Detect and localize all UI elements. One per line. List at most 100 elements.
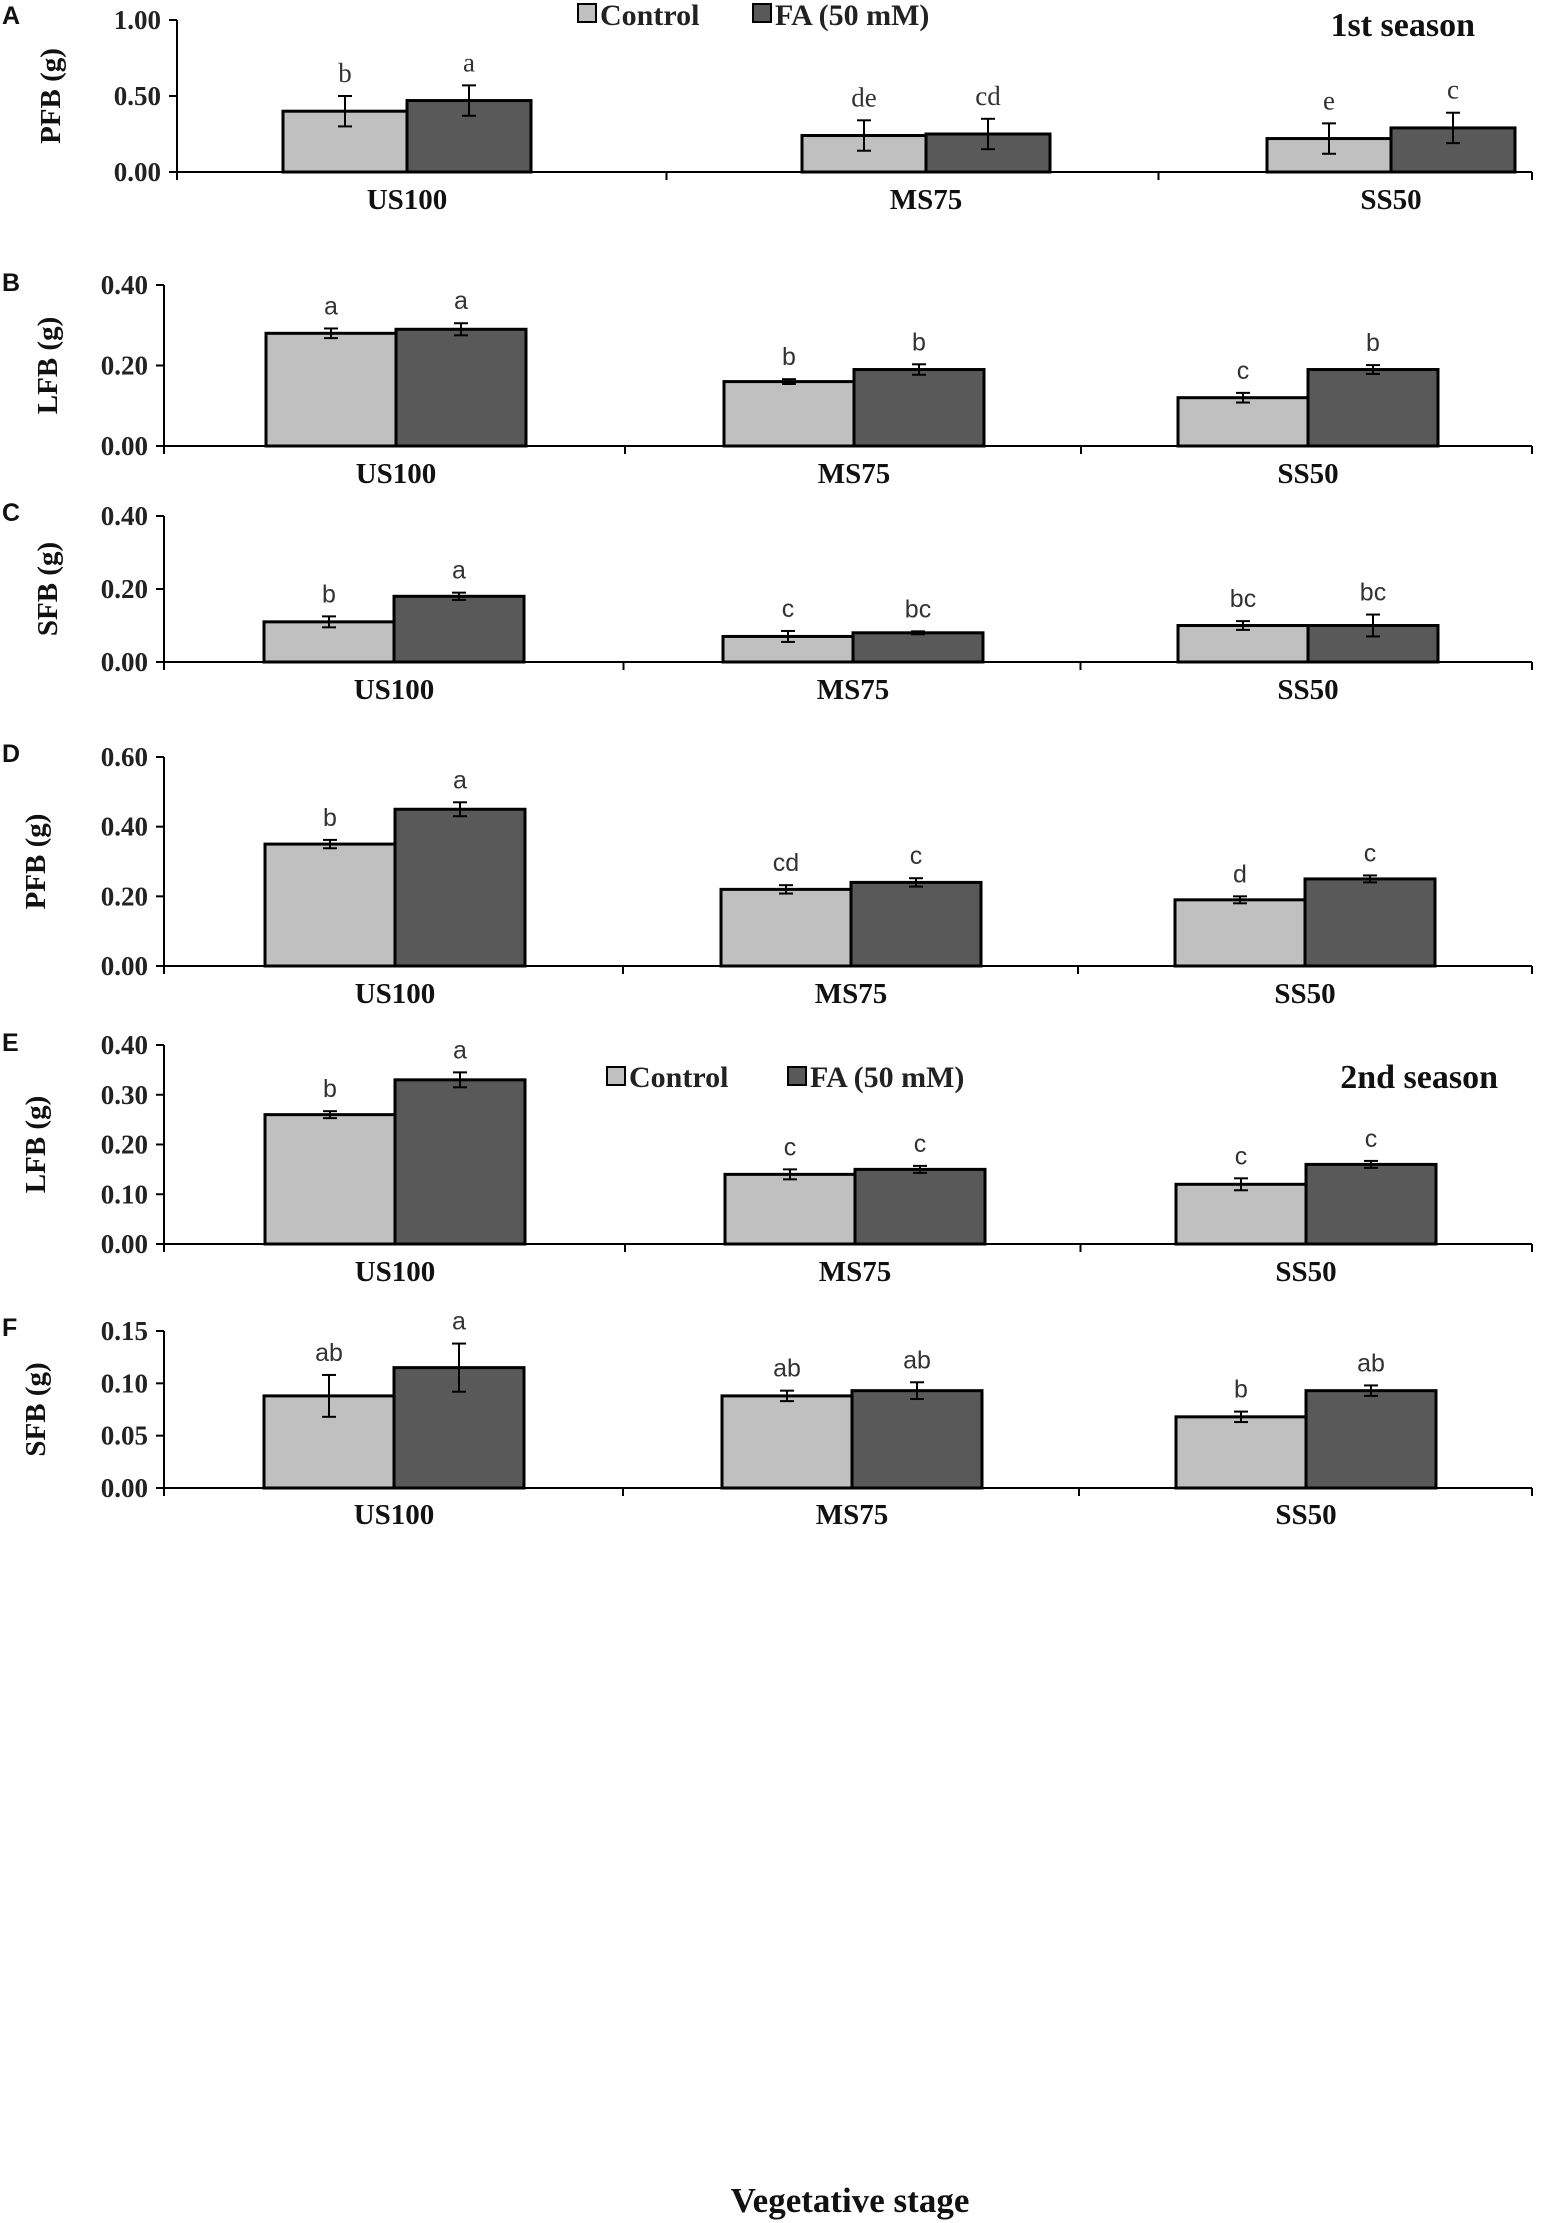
panel-label: F: [2, 1314, 17, 1342]
significance-letter: a: [452, 1308, 466, 1336]
y-tick-label: 1.00: [114, 5, 161, 35]
significance-letter: b: [338, 58, 352, 88]
bar-fa-SS50: [1304, 1389, 1438, 1490]
significance-letter: cd: [773, 849, 799, 877]
y-axis-label: SFB (g): [32, 542, 64, 636]
y-tick-label: 0.40: [101, 270, 148, 300]
bar-control-MS75: [719, 887, 853, 968]
y-tick-label: 0.15: [101, 1316, 148, 1346]
significance-letter: d: [1233, 860, 1247, 888]
legend-control-swatch: [577, 3, 597, 23]
category-label: SS50: [1275, 1499, 1336, 1531]
season-title: 1st season: [1330, 7, 1475, 44]
category-label: MS75: [890, 184, 963, 216]
y-tick-label: 0.00: [101, 647, 148, 677]
significance-letter: cd: [975, 81, 1001, 111]
bar-control-US100: [264, 331, 398, 448]
category-label: US100: [354, 1499, 435, 1531]
bar-control-MS75: [720, 1394, 854, 1490]
bar-fa-SS50: [1303, 877, 1437, 968]
bar-control-SS50: [1174, 1182, 1308, 1246]
significance-letter: c: [1447, 75, 1459, 105]
significance-letter: a: [452, 557, 466, 585]
bar-control-MS75: [723, 1172, 857, 1246]
significance-letter: b: [912, 328, 926, 356]
bar-fa-US100: [392, 594, 526, 664]
legend-fa-swatch: [787, 1066, 807, 1086]
bar-control-SS50: [1173, 898, 1307, 968]
legend-top: Control FA (50 mM): [577, 0, 929, 32]
significance-letter: c: [784, 1133, 797, 1161]
bar-control-SS50: [1176, 624, 1310, 664]
y-tick-label: 0.20: [101, 574, 148, 604]
y-tick-label: 0.20: [101, 1130, 148, 1160]
category-label: US100: [367, 184, 448, 216]
y-axis-label: PFB (g): [35, 48, 67, 144]
category-label: SS50: [1277, 458, 1338, 490]
y-tick-label: 0.40: [101, 501, 148, 531]
panel-E: E LFB (g) 0.00 0.10 0.20 0.30 0.40 b a US100 c c MS7…: [2, 1029, 1533, 1288]
bar-fa-MS75: [851, 631, 985, 664]
significance-letter: c: [914, 1130, 927, 1158]
y-tick-label: 0.20: [101, 351, 148, 381]
panel-label: C: [2, 499, 20, 527]
category-label: MS75: [819, 1256, 892, 1288]
legend-control-swatch: [606, 1066, 626, 1086]
y-axis-label: LFB (g): [32, 317, 64, 414]
bar-control-US100: [263, 1113, 397, 1246]
category-label: US100: [355, 978, 436, 1010]
y-tick-label: 0.00: [114, 157, 161, 187]
bar-fa-SS50: [1306, 368, 1440, 448]
category-label: SS50: [1274, 978, 1335, 1010]
y-tick-label: 0.20: [101, 881, 148, 911]
category-label: US100: [355, 1256, 436, 1288]
significance-letter: e: [1323, 85, 1335, 115]
y-tick-label: 0.60: [101, 742, 148, 772]
bar-fa-MS75: [853, 1167, 987, 1246]
category-label: SS50: [1275, 1256, 1336, 1288]
significance-letter: bc: [1360, 579, 1386, 607]
significance-letter: ab: [315, 1339, 343, 1367]
category-label: MS75: [815, 978, 888, 1010]
significance-letter: c: [1235, 1142, 1248, 1170]
y-tick-label: 0.10: [101, 1368, 148, 1398]
legend-fa-label: FA (50 mM): [810, 1061, 964, 1094]
bar-fa-SS50: [1304, 1162, 1438, 1246]
significance-letter: a: [463, 47, 475, 77]
y-tick-label: 0.00: [101, 951, 148, 981]
y-axis-label: PFB (g): [20, 814, 52, 910]
category-label: US100: [354, 674, 435, 706]
y-axis-label: LFB (g): [20, 1096, 52, 1193]
category-label: SS50: [1277, 674, 1338, 706]
y-tick-label: 0.50: [114, 81, 161, 111]
significance-letter: c: [1237, 357, 1250, 385]
significance-letter: a: [453, 1036, 467, 1064]
season-title: 2nd season: [1340, 1059, 1498, 1096]
y-tick-label: 0.30: [101, 1080, 148, 1110]
category-label: MS75: [817, 674, 890, 706]
panel-C: C SFB (g) 0.00 0.20 0.40 b a US100 c bc MS75 bc bc SS…: [2, 499, 1533, 706]
bar-control-US100: [263, 842, 397, 968]
bar-control-MS75: [722, 380, 856, 448]
y-tick-label: 0.00: [101, 431, 148, 461]
y-axis-label: SFB (g): [20, 1362, 52, 1456]
significance-letter: b: [323, 1075, 337, 1103]
bar-fa-US100: [393, 1078, 527, 1246]
bar-fa-US100: [394, 327, 528, 448]
significance-letter: b: [782, 343, 796, 371]
significance-letter: b: [1234, 1376, 1248, 1404]
category-label: US100: [356, 458, 437, 490]
significance-letter: ab: [1357, 1349, 1385, 1377]
significance-letter: ab: [903, 1346, 931, 1374]
x-axis-title: Vegetative stage: [731, 2181, 970, 2220]
bar-fa-MS75: [849, 880, 983, 968]
bar-fa-US100: [393, 807, 527, 968]
significance-letter: c: [1365, 1125, 1378, 1153]
panel-label: A: [2, 2, 20, 30]
panel-label: E: [2, 1029, 19, 1057]
significance-letter: bc: [905, 595, 931, 623]
significance-letter: c: [1364, 839, 1377, 867]
y-tick-label: 0.00: [101, 1229, 148, 1259]
